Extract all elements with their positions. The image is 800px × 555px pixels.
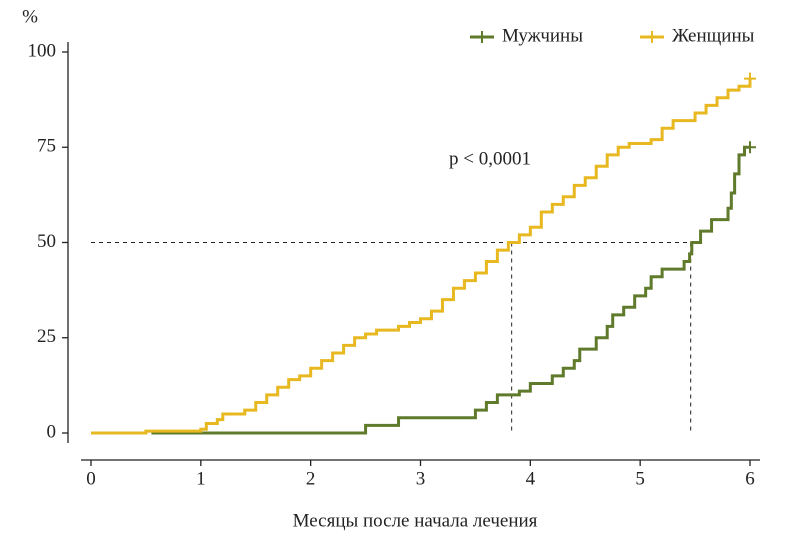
x-tick-label: 1 <box>196 468 206 489</box>
x-tick-label: 6 <box>745 468 755 489</box>
x-axis-label: Месяцы после начала лечения <box>293 510 538 531</box>
x-tick-label: 4 <box>526 468 536 489</box>
censor-mark <box>744 141 756 154</box>
annotation: p < 0,0001 <box>449 148 531 169</box>
censor-mark <box>744 72 756 85</box>
y-tick-label: 50 <box>37 231 56 252</box>
legend-marker <box>646 31 658 43</box>
x-tick-label: 0 <box>86 468 96 489</box>
step-line <box>91 78 752 435</box>
x-tick-label: 5 <box>635 468 645 489</box>
y-tick-label: 25 <box>37 326 56 347</box>
y-axis-label: % <box>22 6 38 27</box>
x-tick-label: 3 <box>416 468 426 489</box>
y-tick-label: 0 <box>47 421 57 442</box>
legend-label: Женщины <box>672 25 755 46</box>
y-tick-label: 100 <box>28 40 57 61</box>
x-tick-label: 2 <box>306 468 316 489</box>
step-line <box>151 145 750 435</box>
legend-label: Мужчины <box>502 25 583 46</box>
y-tick-label: 75 <box>37 136 56 157</box>
legend-marker <box>476 31 488 43</box>
